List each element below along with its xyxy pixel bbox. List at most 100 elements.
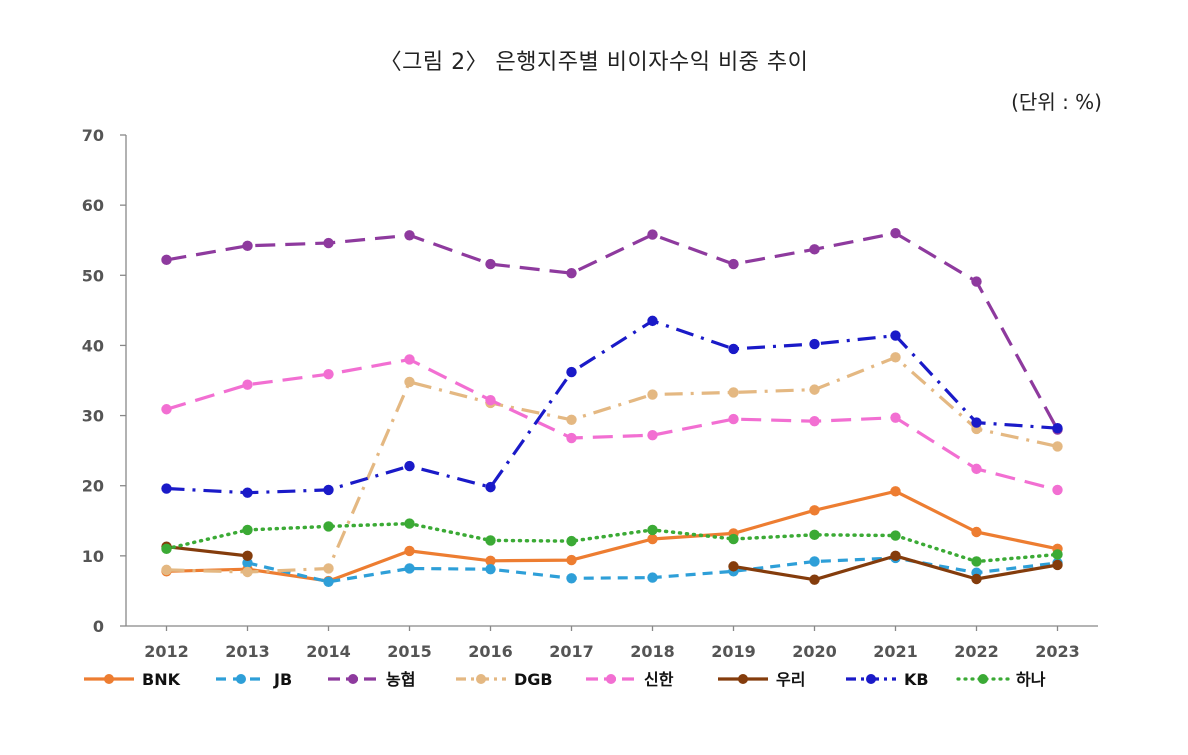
- data-point: [647, 229, 658, 240]
- legend-swatch-marker: [104, 674, 114, 684]
- unit-label: (단위 : %): [1011, 90, 1102, 114]
- data-point: [485, 535, 496, 546]
- data-point: [971, 573, 982, 585]
- data-point: [566, 414, 577, 425]
- series-3: [161, 228, 1063, 435]
- legend-item: JB: [216, 670, 292, 689]
- y-tick-label: 30: [82, 407, 104, 426]
- data-point: [647, 430, 658, 441]
- legend-item: 우리: [718, 670, 805, 689]
- data-point: [971, 463, 982, 475]
- data-point: [161, 404, 172, 415]
- series-line: [166, 357, 1058, 492]
- series-lines: [161, 228, 1063, 588]
- data-point: [566, 554, 577, 566]
- x-tick-label: 2015: [387, 642, 432, 661]
- data-point: [242, 524, 253, 536]
- data-point: [323, 521, 334, 532]
- legend-swatch-marker: [236, 674, 246, 684]
- x-tick-label: 2013: [225, 642, 270, 661]
- data-point: [890, 228, 901, 239]
- legend-item: BNK: [84, 670, 181, 689]
- data-point: [1052, 549, 1063, 560]
- data-point: [161, 564, 172, 576]
- y-tick-label: 60: [82, 196, 104, 215]
- data-point: [323, 484, 334, 496]
- series-line: [166, 545, 248, 558]
- y-tick-label: 20: [82, 477, 104, 496]
- data-point: [728, 561, 739, 572]
- data-point: [647, 389, 658, 400]
- data-point: [890, 486, 901, 497]
- legend: BNK JB 농협 DGB 신한 우리 KB 하나: [84, 670, 1046, 689]
- data-point: [647, 315, 658, 327]
- x-tick-label: 2016: [468, 642, 513, 661]
- data-point: [728, 413, 739, 425]
- data-point: [485, 555, 496, 566]
- legend-item: DGB: [456, 670, 553, 689]
- axes: 0 10 20 30 40 50 60 70 2012 2013 2014 2015 2016 2017 2…: [82, 126, 1098, 661]
- data-point: [404, 376, 415, 388]
- y-tick-label: 40: [82, 336, 104, 355]
- data-point: [485, 394, 496, 406]
- x-tick-label: 2019: [711, 642, 756, 661]
- data-point: [161, 254, 172, 266]
- data-point: [161, 483, 172, 494]
- series-8: [161, 518, 1063, 567]
- legend-label: DGB: [514, 670, 553, 689]
- data-point: [242, 487, 253, 498]
- data-point: [890, 530, 901, 541]
- data-point: [647, 533, 658, 545]
- data-point: [1052, 484, 1063, 496]
- y-tick-label: 50: [82, 266, 104, 285]
- data-point: [566, 573, 577, 584]
- data-point: [971, 417, 982, 428]
- x-tick-label: 2021: [873, 642, 918, 661]
- legend-swatch-marker: [866, 674, 876, 684]
- data-point: [890, 412, 901, 423]
- legend-label: 우리: [776, 670, 805, 689]
- data-point: [404, 563, 415, 574]
- data-point: [1052, 559, 1063, 571]
- x-tick-label: 2022: [954, 642, 999, 661]
- data-point: [566, 267, 577, 279]
- data-point: [809, 556, 820, 567]
- legend-label: JB: [273, 670, 292, 689]
- legend-item: 신한: [586, 670, 674, 689]
- x-tick-label: 2020: [792, 642, 837, 661]
- data-point: [566, 535, 577, 547]
- legend-item: KB: [846, 670, 929, 689]
- data-point: [971, 526, 982, 538]
- data-point: [890, 352, 901, 363]
- legend-label: KB: [904, 670, 929, 689]
- legend-swatch-marker: [738, 674, 748, 684]
- data-point: [809, 244, 820, 255]
- legend-label: BNK: [142, 670, 181, 689]
- y-tick-label: 70: [82, 126, 104, 145]
- data-point: [728, 343, 739, 355]
- x-tick-label: 2012: [144, 642, 189, 661]
- data-point: [242, 379, 253, 390]
- legend-label: 농협: [386, 670, 415, 689]
- series-line: [166, 231, 1059, 431]
- series-line: [166, 319, 1058, 495]
- legend-swatch-marker: [348, 674, 358, 684]
- data-point: [728, 533, 739, 545]
- data-point: [404, 354, 415, 365]
- data-point: [809, 529, 820, 541]
- data-point: [809, 415, 820, 427]
- data-point: [566, 432, 577, 444]
- legend-swatch-marker: [476, 674, 486, 684]
- data-point: [647, 572, 658, 583]
- data-point: [404, 518, 415, 529]
- data-point: [323, 563, 334, 574]
- legend-item: 농협: [328, 670, 415, 689]
- data-point: [323, 368, 334, 380]
- data-point: [566, 366, 577, 378]
- series-7: [161, 315, 1063, 498]
- data-point: [161, 543, 172, 555]
- data-point: [809, 384, 820, 395]
- legend-swatch-marker: [978, 674, 988, 684]
- data-point: [890, 330, 901, 341]
